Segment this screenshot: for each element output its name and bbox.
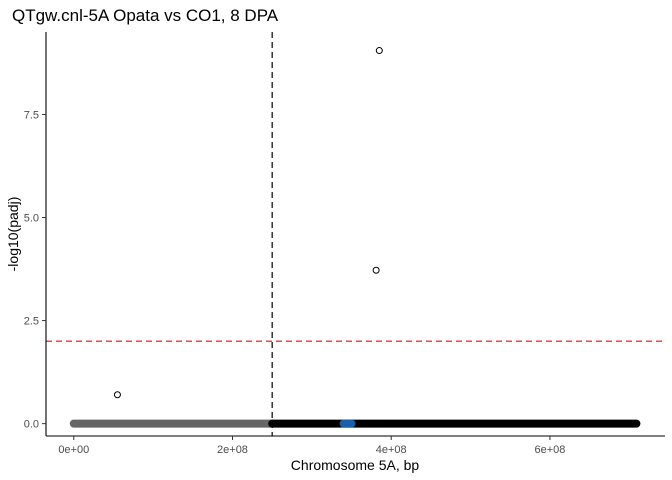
x-tick-label: 2e+08 — [217, 444, 248, 456]
x-tick-label: 6e+08 — [534, 444, 565, 456]
y-tick-label: 7.5 — [24, 109, 39, 121]
chart-title: QTgw.cnl-5A Opata vs CO1, 8 DPA — [12, 6, 279, 25]
x-tick-label: 0e+00 — [58, 444, 89, 456]
y-axis-ticks: 0.0 2.5 5.0 7.5 — [24, 109, 46, 431]
data-point-1-1 — [113, 391, 121, 399]
y-tick-label: 2.5 — [24, 316, 39, 328]
data-point-2-1 — [375, 47, 383, 55]
y-axis-title: -log10(padj) — [5, 197, 21, 272]
x-axis-title: Chromosome 5A, bp — [291, 457, 420, 473]
data-point-2-2 — [372, 266, 380, 274]
x-axis-ticks: 0e+00 2e+08 4e+08 6e+08 — [58, 436, 565, 456]
y-tick-label: 5.0 — [24, 213, 39, 225]
plot-panel — [46, 32, 665, 436]
y-tick-label: 0.0 — [24, 419, 39, 431]
x-tick-label: 4e+08 — [376, 444, 407, 456]
